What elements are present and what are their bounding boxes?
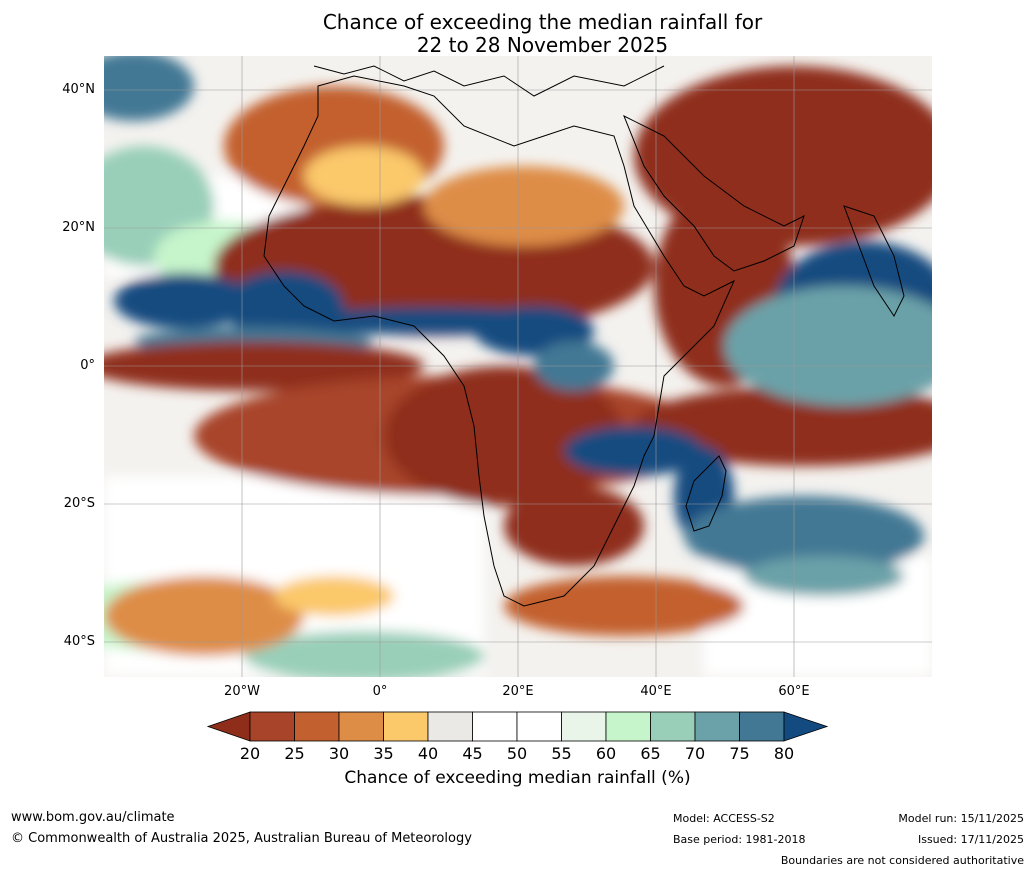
footer-base-period: Base period: 1981-2018 [673,833,806,846]
lat-label-20s: 20°S [63,496,95,511]
lon-label-40e: 40°E [640,684,672,699]
arabia-coastline [623,114,805,272]
colorbar-label: Chance of exceeding median rainfall (%) [344,768,691,788]
india-coastline [843,205,905,317]
lat-label-0: 0° [80,358,95,373]
rainfall-map [104,56,932,677]
colorbar-tick-label: 40 [417,744,439,763]
footer-url[interactable]: www.bom.gov.au/climate [11,810,175,825]
colorbar-tick-label: 55 [551,744,572,763]
colorbar-swatch [427,711,473,742]
colorbar-tick-label: 30 [328,744,350,763]
madagascar-coastline [685,455,727,532]
colorbar-swatch [516,711,562,742]
footer-model-run: Model run: 15/11/2025 [898,812,1024,825]
europe-coastline [313,65,665,97]
map-title-line-1: Chance of exceeding the median rainfall … [322,10,763,34]
colorbar-tick-label: 50 [506,744,528,763]
lon-label-0: 0° [372,684,388,699]
colorbar-swatch [472,711,518,742]
map-title-line-2: 22 to 28 November 2025 [416,33,669,57]
colorbar-tick-label: 80 [773,744,795,763]
colorbar-swatch [294,711,340,742]
lon-label-20e: 20°E [502,684,534,699]
colorbar-tick-label: 65 [640,744,661,763]
colorbar [206,711,829,742]
lat-label-40s: 40°S [63,634,95,649]
probability-field [104,56,932,677]
rainfall-map-canvas [104,56,932,677]
colorbar-tick-label: 75 [729,744,750,763]
colorbar-high-extension [783,711,829,742]
colorbar-low-extension [206,711,251,742]
colorbar-tick-label: 45 [462,744,483,763]
colorbar-tick-label: 35 [373,744,394,763]
colorbar-tick-label: 70 [684,744,706,763]
colorbar-swatch [694,711,740,742]
lon-label-20w: 20°W [224,684,260,699]
footer-copyright: © Commonwealth of Australia 2025, Austra… [11,831,472,846]
colorbar-tick-label: 25 [284,744,305,763]
africa-coastline [263,75,736,607]
colorbar-swatch [561,711,607,742]
footer-issued: Issued: 17/11/2025 [917,833,1024,846]
colorbar-swatch [650,711,696,742]
colorbar-swatch [249,711,295,742]
lat-label-20n: 20°N [62,220,95,235]
colorbar-tick-label: 20 [239,744,261,763]
footer-model: Model: ACCESS-S2 [673,812,775,825]
colorbar-swatch [383,711,429,742]
lon-label-60e: 60°E [778,684,810,699]
graticule [104,56,932,677]
footer-disclaimer: Boundaries are not considered authoritat… [780,854,1024,867]
colorbar-swatch [605,711,651,742]
colorbar-swatch [739,711,785,742]
lat-label-40n: 40°N [62,82,95,97]
colorbar-tick-label: 60 [595,744,617,763]
colorbar-swatch [338,711,384,742]
